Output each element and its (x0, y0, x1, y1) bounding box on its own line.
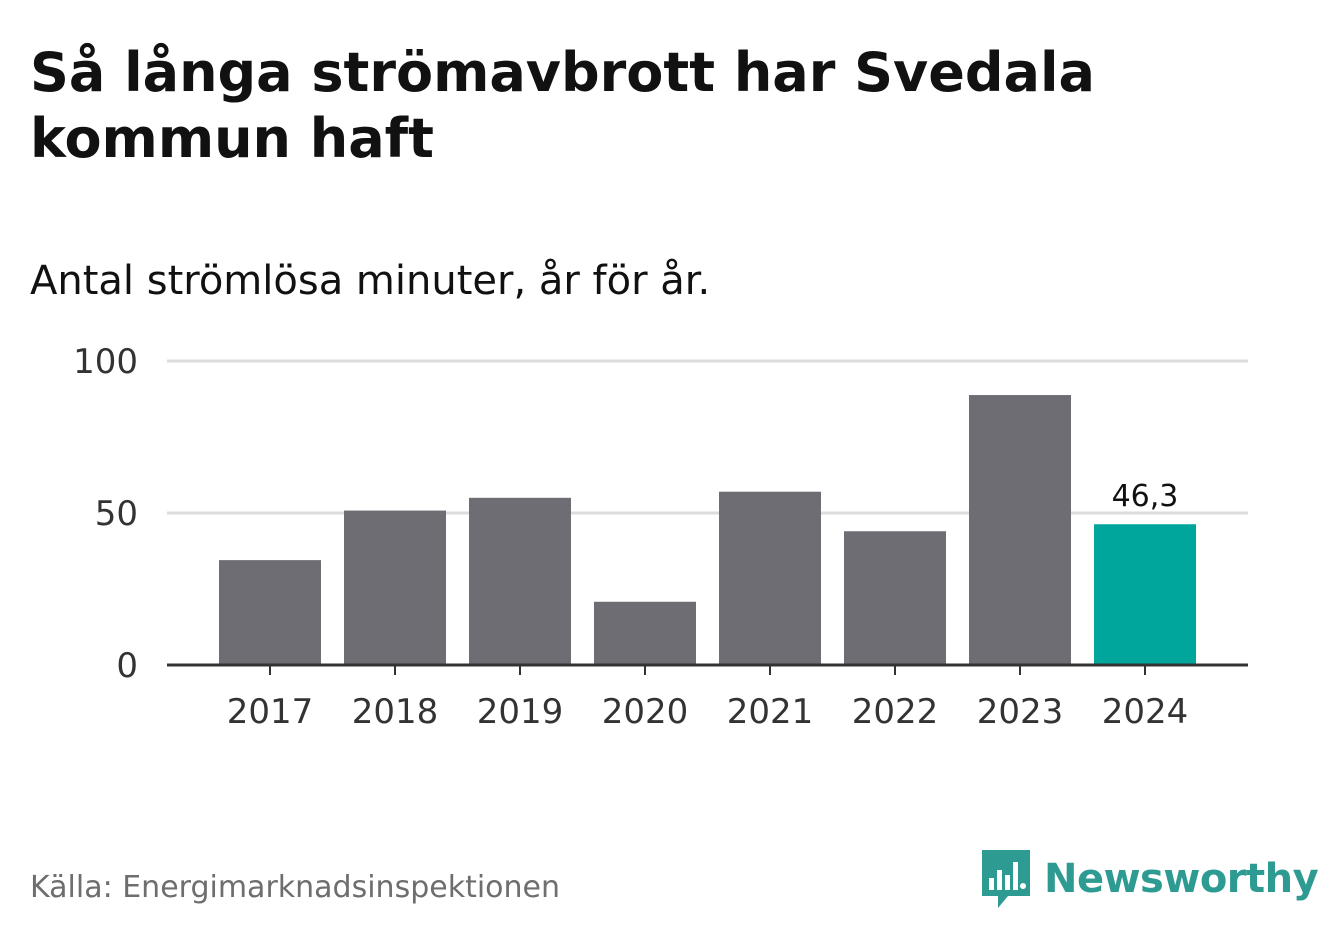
y-tick-label-50: 50 (95, 494, 138, 534)
x-tick-label-2017: 2017 (227, 692, 314, 732)
x-tick-label-2022: 2022 (852, 692, 939, 732)
x-tick-label-2019: 2019 (477, 692, 564, 732)
bar-2022 (844, 531, 946, 665)
bar-chart-speech-bubble-icon (982, 850, 1030, 908)
data-label-2024: 46,3 (1112, 479, 1179, 514)
chart-title: Så långa strömavbrott har Svedala kommun… (30, 41, 1095, 170)
y-tick-label-0: 0 (116, 646, 138, 686)
chart-subtitle: Antal strömlösa minuter, år för år. (30, 258, 711, 304)
x-tick-label-2024: 2024 (1102, 692, 1189, 732)
bar-chart: 0 50 100 46,3 2017 2018 2019 2020 2021 2022 2023 20… (73, 342, 1248, 732)
x-tick-label-2018: 2018 (352, 692, 439, 732)
brand-logo: Newsworthy (980, 848, 1319, 910)
brand-name: Newsworthy (1044, 856, 1319, 902)
x-tick-label-2023: 2023 (977, 692, 1064, 732)
bar-2024 (1094, 524, 1196, 665)
bar-2020 (594, 601, 696, 665)
bar-2023 (969, 395, 1071, 665)
bar-2019 (469, 497, 571, 665)
bar-2017 (219, 560, 321, 665)
bar-2021 (719, 491, 821, 665)
x-tick-label-2020: 2020 (602, 692, 689, 732)
x-tick-label-2021: 2021 (727, 692, 814, 732)
bar-2018 (344, 510, 446, 665)
source-note: Källa: Energimarknadsinspektionen (30, 870, 561, 905)
y-tick-label-100: 100 (73, 342, 138, 382)
